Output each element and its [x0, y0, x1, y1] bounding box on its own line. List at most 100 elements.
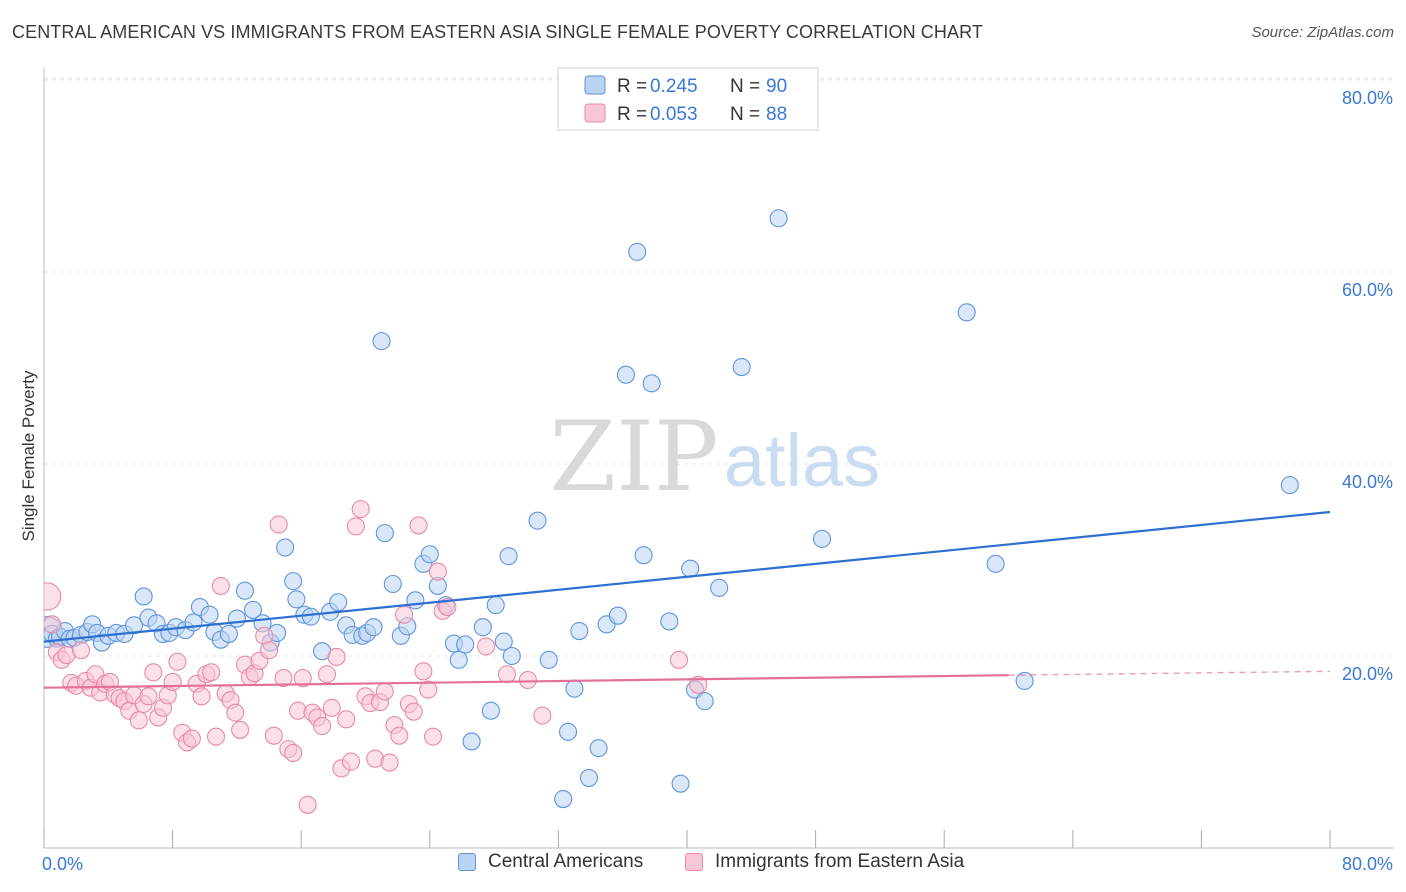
point-central-americans-16 [134, 587, 153, 606]
point-central-americans-82 [660, 612, 679, 631]
axis-labels: 20.0% 40.0% 60.0% 80.0% 0.0% 80.0% Single Fema… [19, 88, 1393, 874]
point-eastern-asia-0 [44, 582, 62, 611]
point-eastern-asia-59 [322, 698, 341, 717]
point-eastern-asia-1 [44, 615, 62, 634]
point-eastern-asia-79 [419, 680, 438, 699]
point-central-americans-62 [473, 618, 492, 637]
point-central-americans-31 [243, 600, 263, 619]
point-eastern-asia-34 [202, 663, 221, 682]
point-central-americans-39 [301, 607, 320, 626]
point-central-americans-36 [284, 572, 303, 591]
point-eastern-asia-26 [163, 672, 182, 691]
legend-swatch-eastern-asia [584, 103, 606, 123]
point-eastern-asia-51 [284, 743, 303, 763]
series-legend: Central Americans Immigrants from Easter… [0, 851, 1406, 879]
legend-n-label-1: N = [730, 76, 760, 97]
y-tick-label-60: 60.0% [1342, 280, 1393, 300]
point-eastern-asia-48 [269, 515, 288, 534]
point-central-americans-92 [986, 554, 1005, 573]
point-central-americans-50 [383, 574, 402, 594]
point-central-americans-64 [486, 596, 505, 615]
point-eastern-asia-54 [298, 795, 317, 814]
point-central-americans-63 [481, 701, 500, 720]
point-central-americans-93 [1015, 671, 1034, 691]
point-central-americans-48 [372, 332, 391, 351]
point-eastern-asia-71 [380, 753, 399, 772]
y-axis-title: Single Female Poverty [19, 370, 38, 542]
point-central-americans-42 [329, 593, 348, 612]
point-central-americans-25 [200, 605, 219, 624]
point-central-americans-80 [634, 546, 653, 565]
legend-r-value-1: 0.245 [650, 76, 698, 97]
point-eastern-asia-27 [168, 652, 187, 671]
legend-n-value-2: 88 [766, 104, 787, 125]
point-central-americans-86 [695, 692, 714, 711]
point-central-americans-53 [406, 591, 425, 610]
series-swatch-eastern-asia [685, 853, 703, 871]
point-central-americans-71 [558, 722, 578, 741]
point-eastern-asia-39 [226, 703, 245, 722]
legend-r-label-2: R = [617, 104, 647, 125]
watermark: ZIP atlas [549, 401, 880, 513]
point-eastern-asia-35 [206, 727, 226, 746]
series-label-eastern-asia: Immigrants from Eastern Asia [715, 851, 965, 872]
point-central-americans-49 [375, 524, 394, 543]
point-central-americans-55 [420, 545, 439, 564]
point-eastern-asia-83 [438, 597, 457, 617]
point-central-americans-23 [184, 613, 203, 632]
point-eastern-asia-74 [395, 605, 414, 624]
point-eastern-asia-84 [477, 637, 496, 656]
point-eastern-asia-63 [341, 752, 361, 771]
legend-swatch-central-americans [584, 75, 606, 95]
point-central-americans-68 [528, 511, 547, 530]
legend-r-label-1: R = [617, 76, 647, 97]
point-central-americans-65 [494, 632, 513, 651]
legend-r-value-2: 0.053 [650, 104, 698, 125]
grid-lines [44, 77, 1394, 657]
point-eastern-asia-19 [129, 711, 148, 730]
point-eastern-asia-60 [327, 647, 346, 667]
point-eastern-asia-7 [71, 641, 91, 660]
correlation-legend: R = 0.245 N = 90 R = 0.053 N = 88 [557, 67, 819, 131]
watermark-zip: ZIP [549, 401, 718, 513]
trend-lines [43, 510, 1331, 689]
point-central-americans-47 [364, 618, 383, 637]
point-central-americans-84 [681, 559, 700, 578]
point-eastern-asia-85 [497, 665, 517, 684]
legend-n-value-1: 90 [766, 76, 787, 97]
point-eastern-asia-36 [211, 576, 230, 595]
point-eastern-asia-49 [274, 669, 293, 688]
point-eastern-asia-89 [689, 675, 708, 694]
point-central-americans-61 [462, 732, 481, 751]
point-central-americans-28 [219, 624, 238, 643]
point-eastern-asia-57 [313, 717, 332, 736]
point-central-americans-72 [565, 679, 584, 698]
axes [43, 68, 1394, 849]
point-eastern-asia-64 [346, 517, 365, 536]
series-label-central-americans: Central Americans [488, 851, 644, 872]
x-tick-label-0: 0.0% [42, 854, 83, 874]
point-eastern-asia-77 [409, 516, 428, 535]
point-eastern-asia-46 [259, 641, 279, 660]
point-central-americans-79 [628, 242, 647, 261]
point-eastern-asia-87 [533, 706, 552, 725]
point-central-americans-70 [554, 789, 573, 809]
point-central-americans-75 [589, 739, 608, 758]
point-central-americans-60 [456, 635, 475, 654]
trend-extension-eastern-asia [1008, 670, 1331, 676]
point-eastern-asia-62 [337, 710, 356, 729]
point-central-americans-59 [449, 650, 468, 669]
point-central-americans-30 [235, 581, 254, 600]
point-central-americans-66 [499, 547, 518, 566]
point-central-americans-67 [502, 646, 521, 666]
point-eastern-asia-78 [414, 662, 433, 681]
series-swatch-central-americans [458, 853, 476, 871]
series-legend-central-americans: Central Americans [458, 851, 643, 873]
point-eastern-asia-65 [351, 500, 370, 519]
point-eastern-asia-81 [428, 562, 447, 581]
point-central-americans-81 [642, 374, 661, 393]
point-eastern-asia-30 [182, 729, 201, 748]
point-central-americans-35 [276, 538, 295, 557]
trend-line-eastern-asia [43, 674, 1009, 689]
